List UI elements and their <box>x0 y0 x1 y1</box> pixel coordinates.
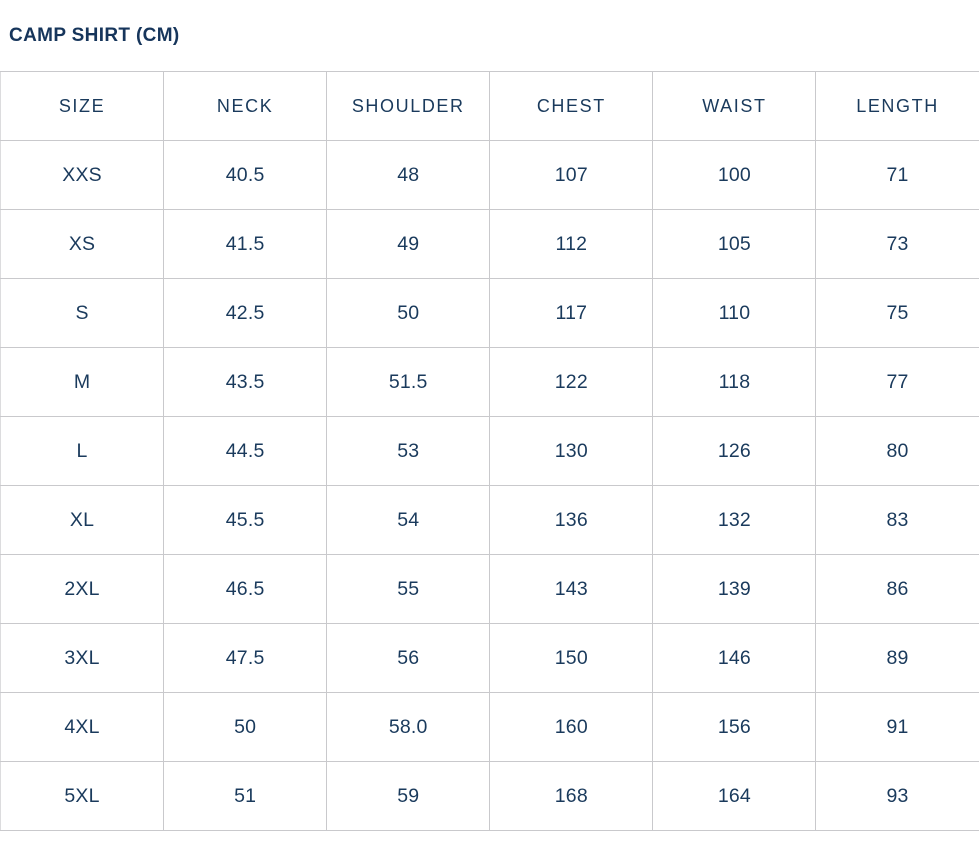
cell-size: 2XL <box>0 554 165 624</box>
cell-shoulder: 50 <box>326 278 491 348</box>
cell-chest: 117 <box>489 278 654 348</box>
table-row: XS 41.5 49 112 105 73 <box>0 209 979 279</box>
cell-neck: 40.5 <box>163 140 328 210</box>
table-row: XL 45.5 54 136 132 83 <box>0 485 979 555</box>
cell-shoulder: 51.5 <box>326 347 491 417</box>
cell-neck: 51 <box>163 761 328 831</box>
table-header-row: SIZE NECK SHOULDER CHEST WAIST LENGTH <box>0 71 979 141</box>
cell-length: 77 <box>815 347 979 417</box>
table-row: 5XL 51 59 168 164 93 <box>0 761 979 831</box>
cell-neck: 46.5 <box>163 554 328 624</box>
cell-neck: 42.5 <box>163 278 328 348</box>
cell-shoulder: 53 <box>326 416 491 486</box>
cell-waist: 100 <box>652 140 817 210</box>
cell-chest: 122 <box>489 347 654 417</box>
cell-shoulder: 59 <box>326 761 491 831</box>
column-header-chest: CHEST <box>489 71 654 141</box>
column-header-shoulder: SHOULDER <box>326 71 491 141</box>
cell-size: XL <box>0 485 165 555</box>
cell-neck: 41.5 <box>163 209 328 279</box>
cell-size: L <box>0 416 165 486</box>
cell-shoulder: 58.0 <box>326 692 491 762</box>
cell-chest: 150 <box>489 623 654 693</box>
cell-neck: 43.5 <box>163 347 328 417</box>
cell-waist: 146 <box>652 623 817 693</box>
cell-chest: 168 <box>489 761 654 831</box>
table-body: XXS 40.5 48 107 100 71 XS 41.5 49 112 10… <box>0 140 979 831</box>
cell-waist: 132 <box>652 485 817 555</box>
cell-shoulder: 56 <box>326 623 491 693</box>
cell-size: 3XL <box>0 623 165 693</box>
table-row: 4XL 50 58.0 160 156 91 <box>0 692 979 762</box>
cell-waist: 110 <box>652 278 817 348</box>
cell-length: 71 <box>815 140 979 210</box>
table-row: L 44.5 53 130 126 80 <box>0 416 979 486</box>
cell-neck: 50 <box>163 692 328 762</box>
cell-waist: 126 <box>652 416 817 486</box>
cell-length: 75 <box>815 278 979 348</box>
table-row: M 43.5 51.5 122 118 77 <box>0 347 979 417</box>
column-header-neck: NECK <box>163 71 328 141</box>
cell-chest: 107 <box>489 140 654 210</box>
cell-waist: 105 <box>652 209 817 279</box>
cell-size: S <box>0 278 165 348</box>
column-header-size: SIZE <box>0 71 165 141</box>
cell-length: 89 <box>815 623 979 693</box>
table-header: SIZE NECK SHOULDER CHEST WAIST LENGTH <box>0 71 979 141</box>
cell-length: 73 <box>815 209 979 279</box>
cell-shoulder: 48 <box>326 140 491 210</box>
cell-size: XS <box>0 209 165 279</box>
cell-waist: 118 <box>652 347 817 417</box>
cell-length: 93 <box>815 761 979 831</box>
cell-length: 80 <box>815 416 979 486</box>
cell-length: 83 <box>815 485 979 555</box>
cell-size: 5XL <box>0 761 165 831</box>
cell-size: M <box>0 347 165 417</box>
cell-chest: 143 <box>489 554 654 624</box>
column-header-length: LENGTH <box>815 71 979 141</box>
cell-chest: 112 <box>489 209 654 279</box>
cell-waist: 139 <box>652 554 817 624</box>
column-header-waist: WAIST <box>652 71 817 141</box>
cell-size: XXS <box>0 140 165 210</box>
cell-length: 86 <box>815 554 979 624</box>
table-row: 2XL 46.5 55 143 139 86 <box>0 554 979 624</box>
cell-length: 91 <box>815 692 979 762</box>
cell-neck: 45.5 <box>163 485 328 555</box>
cell-shoulder: 55 <box>326 554 491 624</box>
size-chart-table: SIZE NECK SHOULDER CHEST WAIST LENGTH XX… <box>0 71 979 831</box>
cell-chest: 160 <box>489 692 654 762</box>
table-row: S 42.5 50 117 110 75 <box>0 278 979 348</box>
cell-shoulder: 49 <box>326 209 491 279</box>
table-row: 3XL 47.5 56 150 146 89 <box>0 623 979 693</box>
page-title: CAMP SHIRT (CM) <box>9 24 180 46</box>
cell-neck: 44.5 <box>163 416 328 486</box>
cell-neck: 47.5 <box>163 623 328 693</box>
table-row: XXS 40.5 48 107 100 71 <box>0 140 979 210</box>
cell-waist: 164 <box>652 761 817 831</box>
cell-shoulder: 54 <box>326 485 491 555</box>
cell-chest: 136 <box>489 485 654 555</box>
cell-chest: 130 <box>489 416 654 486</box>
cell-size: 4XL <box>0 692 165 762</box>
cell-waist: 156 <box>652 692 817 762</box>
